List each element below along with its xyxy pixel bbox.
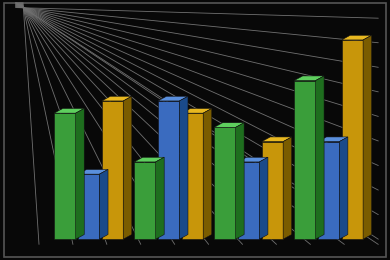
Polygon shape [78, 174, 99, 239]
Polygon shape [262, 137, 292, 142]
Polygon shape [99, 170, 108, 239]
Polygon shape [342, 35, 372, 40]
Polygon shape [294, 76, 324, 81]
Polygon shape [294, 81, 316, 239]
Polygon shape [238, 162, 259, 239]
Polygon shape [134, 157, 164, 162]
Polygon shape [236, 123, 244, 239]
Polygon shape [156, 157, 164, 239]
Polygon shape [54, 108, 84, 113]
Polygon shape [123, 96, 132, 239]
Polygon shape [54, 113, 76, 239]
Polygon shape [182, 113, 203, 239]
Polygon shape [259, 157, 268, 239]
Polygon shape [78, 170, 108, 174]
Polygon shape [158, 96, 188, 101]
Polygon shape [342, 40, 363, 239]
Polygon shape [102, 101, 123, 239]
Polygon shape [158, 101, 179, 239]
Polygon shape [182, 108, 212, 113]
Polygon shape [179, 96, 188, 239]
Polygon shape [76, 108, 84, 239]
Polygon shape [316, 76, 324, 239]
Polygon shape [134, 162, 156, 239]
Polygon shape [214, 123, 244, 127]
Polygon shape [318, 142, 339, 239]
Polygon shape [214, 127, 236, 239]
Polygon shape [283, 137, 292, 239]
Polygon shape [318, 137, 348, 142]
Polygon shape [339, 137, 348, 239]
Polygon shape [203, 108, 212, 239]
Polygon shape [262, 142, 283, 239]
Polygon shape [102, 96, 132, 101]
Polygon shape [363, 35, 372, 239]
Polygon shape [238, 157, 268, 162]
